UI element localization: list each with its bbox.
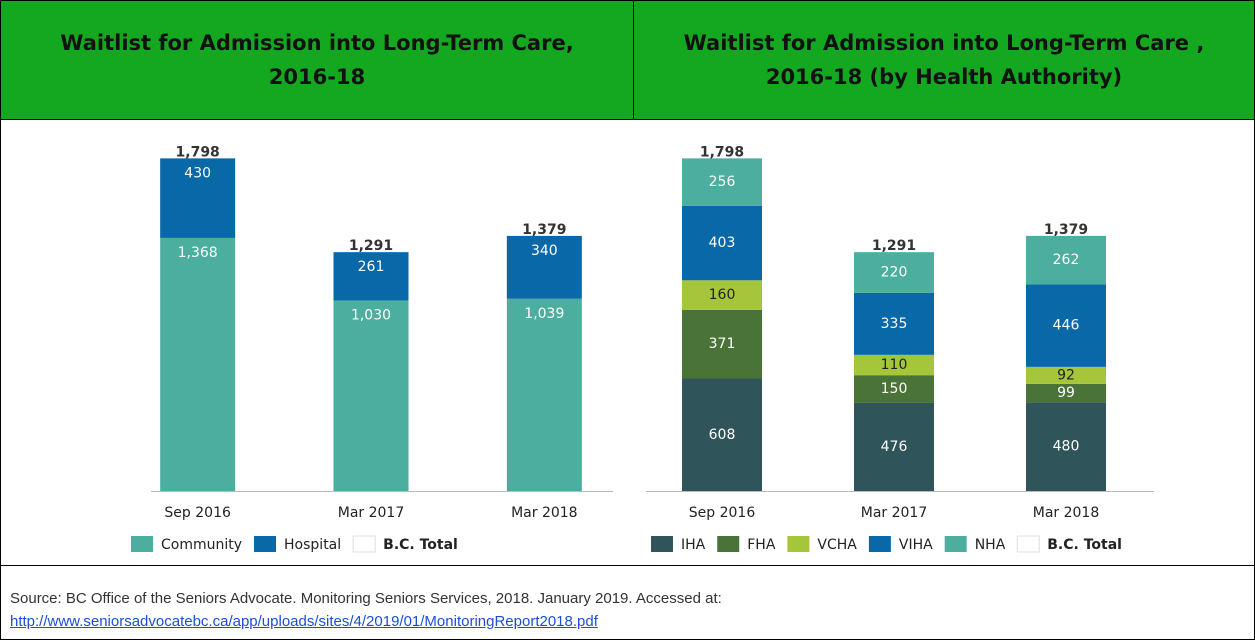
legend-label: Community [161, 537, 242, 553]
header-right: Waitlist for Admission into Long-Term Ca… [634, 1, 1254, 120]
bar-segment [333, 300, 409, 491]
source-link[interactable]: http://www.seniorsadvocatebc.ca/app/uplo… [10, 613, 598, 630]
legend-label: IHA [681, 537, 706, 553]
legend-label: Hospital [284, 537, 341, 553]
value-label: 430 [184, 165, 211, 181]
value-label: 262 [1053, 252, 1080, 268]
x-tick-label: Sep 2016 [689, 505, 756, 521]
x-tick-label: Mar 2017 [861, 505, 928, 521]
bar-segment [682, 205, 762, 281]
legend-swatch [651, 536, 673, 552]
chart-title: Waitlist for Admission into Long-Term Ca… [683, 31, 1205, 89]
bar-segment [333, 252, 409, 301]
bar-segment [854, 354, 934, 376]
legend-swatch [868, 536, 891, 552]
legend-label: B.C. Total [1047, 537, 1122, 553]
bar-segment [1026, 235, 1106, 285]
value-label: 480 [1053, 439, 1080, 455]
total-label: 1,379 [1044, 222, 1088, 238]
x-tick-label: Mar 2018 [1033, 505, 1100, 521]
bar-segment [1026, 402, 1106, 491]
total-label: 1,798 [700, 144, 744, 160]
value-label: 160 [709, 287, 736, 303]
bar-segment [506, 298, 582, 491]
value-label: 261 [358, 259, 385, 275]
value-label: 1,039 [524, 306, 564, 322]
bar-segment [1026, 366, 1106, 384]
x-tick-label: Mar 2017 [338, 505, 405, 521]
x-tick-label: Sep 2016 [164, 505, 231, 521]
legend-swatch [944, 536, 967, 552]
total-label: 1,291 [349, 238, 393, 254]
legend-swatch [352, 535, 376, 553]
value-label: 608 [709, 427, 736, 443]
total-label: 1,291 [872, 238, 916, 254]
bar-segment [506, 235, 582, 299]
bar-segment [854, 252, 934, 293]
value-label: 446 [1053, 318, 1080, 334]
legend-label: NHA [975, 537, 1006, 553]
value-label: 1,030 [351, 307, 391, 323]
value-label: 1,368 [178, 245, 218, 261]
chart-title: Waitlist for Admission into Long-Term Ca… [60, 31, 574, 89]
source-text: Source: BC Office of the Seniors Advocat… [10, 590, 722, 607]
legend-swatch [1016, 535, 1040, 553]
x-tick-label: Mar 2018 [511, 505, 578, 521]
bar-segment [854, 375, 934, 403]
value-label: 150 [881, 381, 908, 397]
bar-segment [682, 280, 762, 310]
value-label: 335 [881, 316, 908, 332]
legend-label: FHA [747, 537, 776, 553]
bar-segment [160, 237, 236, 491]
bar-segment [682, 309, 762, 379]
bar-segment [854, 402, 934, 491]
value-label: 92 [1057, 367, 1075, 383]
value-label: 403 [709, 235, 736, 251]
value-label: 256 [709, 174, 736, 190]
legend-swatch [131, 536, 153, 552]
bar-segment [854, 292, 934, 355]
total-label: 1,379 [522, 222, 566, 238]
bar-segment [1026, 383, 1106, 403]
legend-label: B.C. Total [383, 537, 458, 553]
value-label: 110 [881, 357, 908, 373]
legend-swatch [254, 536, 277, 552]
value-label: 220 [881, 265, 908, 281]
bar-segment [682, 158, 762, 206]
source: Source: BC Office of the Seniors Advocat… [1, 565, 1254, 639]
value-label: 476 [881, 439, 908, 455]
bar-segment [160, 158, 236, 238]
legend-swatch [787, 536, 810, 552]
legend-swatch [717, 536, 740, 552]
total-label: 1,798 [176, 144, 220, 160]
chart: Sep 2016 1,368 430 1,798 Mar 2017 1,030 261 1,2… [131, 144, 613, 553]
chart: Sep 2016 608 371 160 403 256 1,798 Mar 2017 476 1… [646, 144, 1154, 553]
legend-label: VCHA [817, 537, 857, 553]
header-left: Waitlist for Admission into Long-Term Ca… [1, 1, 634, 120]
bar-segment [682, 378, 762, 491]
value-label: 371 [709, 336, 736, 352]
legend-label: VIHA [899, 537, 933, 553]
bar-segment [1026, 284, 1106, 367]
value-label: 99 [1057, 385, 1075, 401]
value-label: 340 [531, 243, 558, 259]
